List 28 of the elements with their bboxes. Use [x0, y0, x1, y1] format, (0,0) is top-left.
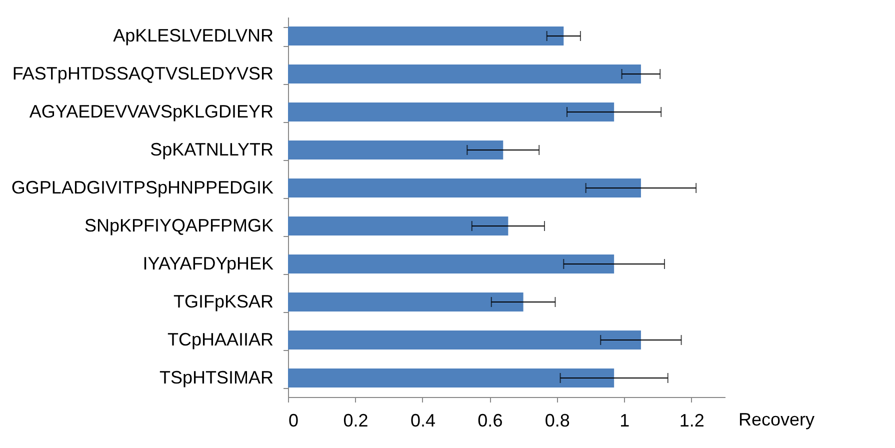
- bar: [288, 368, 614, 388]
- bar: [288, 216, 508, 236]
- bar: [288, 178, 641, 198]
- y-tick-label: SNpKPFIYQAPFPMGK: [84, 216, 274, 236]
- y-tick-label: TCpHAAIIAR: [167, 330, 274, 350]
- bar: [288, 102, 614, 122]
- y-tick-label: TGIFpKSAR: [173, 292, 274, 312]
- x-axis-title: Recovery: [738, 410, 815, 430]
- x-tick-label: 1: [620, 410, 630, 430]
- y-tick-label: ApKLESLVEDLVNR: [113, 26, 274, 46]
- x-tick-label: 1.2: [679, 410, 704, 430]
- bar: [288, 26, 564, 46]
- bar: [288, 254, 614, 274]
- bar: [288, 140, 504, 160]
- bar: [288, 330, 641, 350]
- bar: [288, 292, 524, 312]
- bar: [288, 64, 641, 84]
- y-tick-label: SpKATNLLYTR: [150, 140, 274, 160]
- y-tick-label: AGYAEDEVVAVSpKLGDIEYR: [29, 102, 274, 122]
- x-tick-label: 0.2: [343, 410, 368, 430]
- x-tick-label: 0.8: [544, 410, 570, 430]
- x-tick-label: 0.4: [410, 410, 436, 430]
- x-tick-label: 0: [288, 410, 299, 430]
- x-tick-label: 0.6: [478, 410, 503, 430]
- y-tick-label: IYAYAFDYpHEK: [142, 254, 274, 274]
- y-tick-label: TSpHTSIMAR: [159, 368, 274, 388]
- y-tick-label: FASTpHTDSSAQTVSLEDYVSR: [12, 64, 274, 84]
- y-tick-label: GGPLADGIVITPSpHNPPEDGIK: [11, 178, 274, 198]
